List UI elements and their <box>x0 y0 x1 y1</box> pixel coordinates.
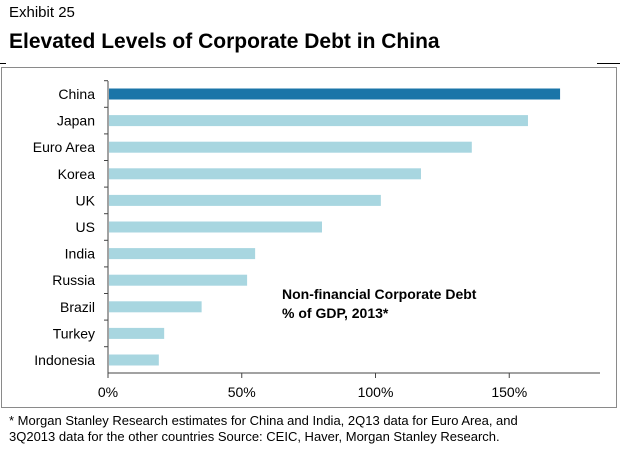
footnote-line-2: 3Q2013 data for the other countries Sour… <box>9 429 500 444</box>
x-tick-label: 50% <box>228 384 256 400</box>
bar-euro-area <box>109 141 472 153</box>
chart-title: Elevated Levels of Corporate Debt in Chi… <box>9 30 440 53</box>
category-label-china: China <box>58 86 95 102</box>
chart-frame <box>1 67 617 408</box>
category-label-japan: Japan <box>57 113 95 129</box>
bars <box>109 88 561 366</box>
category-label-russia: Russia <box>52 272 95 288</box>
annotation-line-2: % of GDP, 2013* <box>282 305 389 321</box>
category-label-turkey: Turkey <box>53 325 95 341</box>
bar-korea <box>109 168 421 180</box>
exhibit-label: Exhibit 25 <box>9 4 75 21</box>
annotation-line-1: Non-financial Corporate Debt <box>282 286 477 302</box>
title-rule-left <box>0 63 6 64</box>
bar-indonesia <box>109 354 159 366</box>
bar-us <box>109 221 322 233</box>
bar-japan <box>109 115 528 127</box>
category-label-india: India <box>65 246 96 262</box>
bar-brazil <box>109 301 202 313</box>
category-label-korea: Korea <box>58 166 96 182</box>
category-label-euro-area: Euro Area <box>33 139 95 155</box>
x-ticks: 0% 50% 100% 150% <box>98 373 527 400</box>
x-tick-label: 100% <box>358 384 394 400</box>
title-rule-right <box>597 63 620 64</box>
category-label-brazil: Brazil <box>60 299 95 315</box>
category-label-indonesia: Indonesia <box>34 352 95 368</box>
footnote-line-1: * Morgan Stanley Research estimates for … <box>9 413 518 428</box>
bar-uk <box>109 194 381 206</box>
bar-india <box>109 248 256 260</box>
category-label-us: US <box>76 219 95 235</box>
category-label-uk: UK <box>76 192 96 208</box>
footnote: * Morgan Stanley Research estimates for … <box>9 413 614 445</box>
bar-turkey <box>109 327 165 339</box>
bar-china <box>109 88 561 100</box>
x-tick-label: 150% <box>491 384 527 400</box>
bar-russia <box>109 274 248 286</box>
x-tick-label: 0% <box>98 384 118 400</box>
category-labels: China Japan Euro Area Korea UK US India Russia B… <box>33 80 108 368</box>
